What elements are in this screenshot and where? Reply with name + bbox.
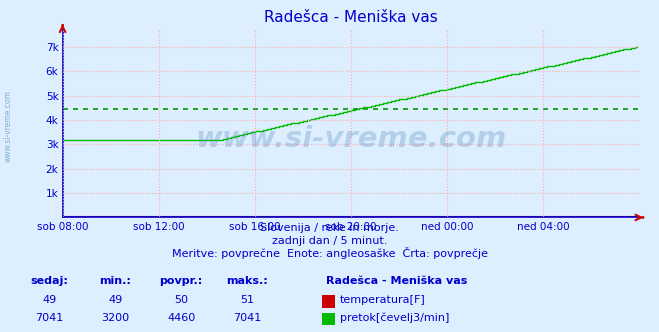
- Text: povpr.:: povpr.:: [159, 276, 203, 286]
- Text: pretok[čevelj3/min]: pretok[čevelj3/min]: [340, 313, 449, 323]
- Text: www.si-vreme.com: www.si-vreme.com: [195, 125, 507, 153]
- Text: min.:: min.:: [100, 276, 131, 286]
- Text: sedaj:: sedaj:: [30, 276, 69, 286]
- Text: Meritve: povprečne  Enote: angleosaške  Črta: povprečje: Meritve: povprečne Enote: angleosaške Čr…: [171, 247, 488, 259]
- Text: 50: 50: [174, 295, 188, 305]
- Text: 4460: 4460: [167, 313, 195, 323]
- Text: maks.:: maks.:: [226, 276, 268, 286]
- Text: 7041: 7041: [36, 313, 63, 323]
- Text: temperatura[F]: temperatura[F]: [340, 295, 426, 305]
- Text: Slovenija / reke in morje.: Slovenija / reke in morje.: [260, 223, 399, 233]
- Text: 7041: 7041: [233, 313, 261, 323]
- Text: www.si-vreme.com: www.si-vreme.com: [4, 90, 13, 162]
- Text: Radešca - Meniška vas: Radešca - Meniška vas: [326, 276, 468, 286]
- Text: 49: 49: [108, 295, 123, 305]
- Text: 49: 49: [42, 295, 57, 305]
- Text: 51: 51: [240, 295, 254, 305]
- Text: 3200: 3200: [101, 313, 129, 323]
- Text: zadnji dan / 5 minut.: zadnji dan / 5 minut.: [272, 236, 387, 246]
- Title: Radešca - Meniška vas: Radešca - Meniška vas: [264, 10, 438, 25]
